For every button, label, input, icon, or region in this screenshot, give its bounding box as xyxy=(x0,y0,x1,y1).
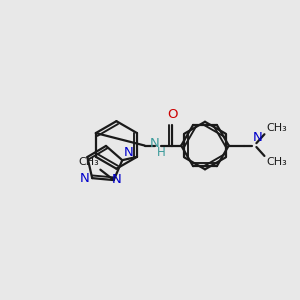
Text: H: H xyxy=(157,146,166,159)
Text: CH₃: CH₃ xyxy=(266,158,287,167)
Text: N: N xyxy=(253,131,262,144)
Text: N: N xyxy=(80,172,90,184)
Text: CH₃: CH₃ xyxy=(266,123,287,133)
Text: N: N xyxy=(150,137,160,150)
Text: O: O xyxy=(167,108,178,121)
Text: N: N xyxy=(124,146,134,159)
Text: CH₃: CH₃ xyxy=(78,157,99,167)
Text: N: N xyxy=(112,173,121,186)
